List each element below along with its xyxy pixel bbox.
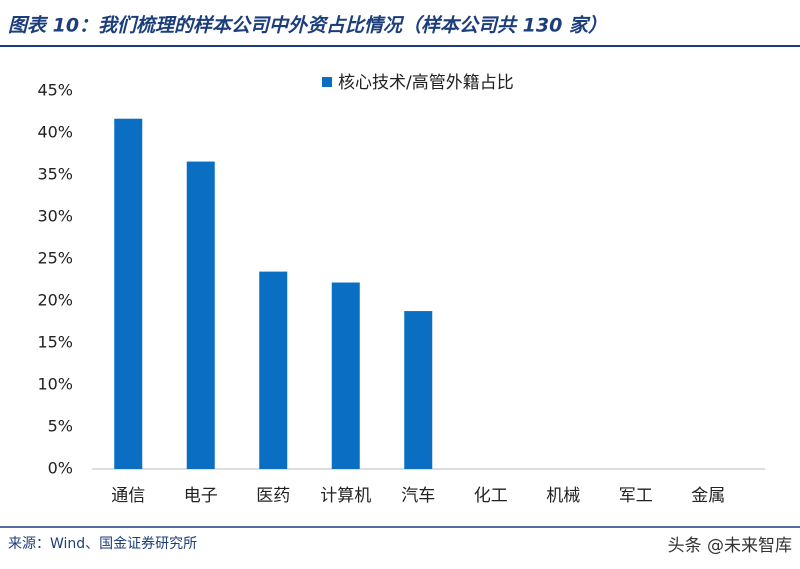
x-tick-label: 化工 xyxy=(474,486,508,506)
chart-title: 图表 10：我们梳理的样本公司中外资占比情况（样本公司共 130 家） xyxy=(8,15,607,37)
source: 来源：Wind、国金证券研究所 xyxy=(8,536,197,552)
y-tick-label: 10% xyxy=(37,375,73,394)
legend-label: 核心技术/高管外籍占比 xyxy=(338,73,514,93)
y-tick-label: 35% xyxy=(37,165,73,184)
y-tick-label: 30% xyxy=(37,207,73,226)
x-tick-label: 机械 xyxy=(546,486,580,506)
watermark: 头条 @未来智库 xyxy=(668,536,792,556)
y-tick-label: 40% xyxy=(37,123,73,142)
x-tick-label: 军工 xyxy=(619,486,653,506)
bar xyxy=(259,271,288,469)
bar xyxy=(186,161,215,469)
y-tick-label: 20% xyxy=(37,291,73,310)
y-tick-label: 15% xyxy=(37,333,73,352)
bar xyxy=(114,118,143,469)
x-tick-label: 医药 xyxy=(256,486,290,506)
x-tick-label: 通信 xyxy=(111,486,145,506)
bar xyxy=(404,311,433,469)
legend-swatch xyxy=(322,77,332,87)
y-tick-label: 5% xyxy=(48,417,73,436)
x-tick-label: 计算机 xyxy=(320,486,371,506)
y-tick-label: 0% xyxy=(48,459,73,478)
bar xyxy=(331,282,360,469)
x-tick-label: 电子 xyxy=(184,486,218,506)
x-tick-label: 汽车 xyxy=(401,486,435,506)
y-tick-label: 25% xyxy=(37,249,73,268)
y-tick-label: 45% xyxy=(37,81,73,100)
x-tick-label: 金属 xyxy=(691,486,725,506)
